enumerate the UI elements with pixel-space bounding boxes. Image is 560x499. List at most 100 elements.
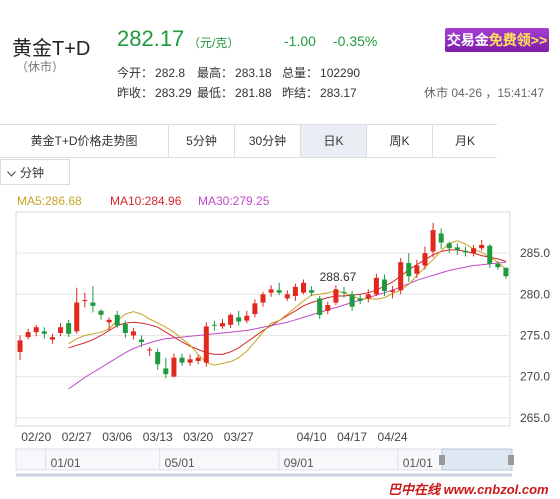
candle-body — [309, 290, 315, 293]
candle-body — [155, 351, 161, 365]
period-dropdown[interactable]: 分钟 — [0, 159, 70, 185]
candle-body — [365, 294, 371, 299]
y-tick-label: 265.0 — [520, 411, 550, 425]
stat-open: 今开： 282.8 — [117, 64, 185, 81]
y-tick-label: 275.0 — [520, 328, 550, 342]
candle-body — [130, 331, 136, 336]
candle-body — [446, 243, 452, 249]
tab-30min[interactable]: 30分钟 — [234, 125, 300, 157]
navigator-label: 05/01 — [165, 456, 195, 470]
x-tick-label: 03/27 — [224, 430, 254, 444]
stat-prev-settle: 昨结： 283.17 — [282, 84, 357, 101]
candle-body — [66, 323, 72, 334]
stat-value: 281.88 — [235, 86, 272, 100]
promo-text-left: 交易金 — [446, 32, 489, 48]
candle-body — [179, 357, 185, 363]
candle-body — [41, 331, 47, 334]
navigator-handle-left[interactable] — [439, 455, 445, 465]
moving-average-lines — [68, 240, 507, 390]
candle-body — [284, 294, 290, 299]
tab-price-chart[interactable]: 黄金T+D价格走势图 — [30, 134, 138, 148]
tab-monthly-k[interactable]: 月K — [432, 125, 497, 157]
candle-body — [430, 230, 436, 252]
candle-body — [317, 298, 323, 315]
candle-body — [495, 263, 501, 268]
max-price-label: 288.67 — [320, 270, 357, 284]
navigator-window[interactable] — [441, 448, 513, 471]
period-dropdown-label: 分钟 — [20, 166, 45, 180]
stat-prev-close: 昨收： 283.29 — [117, 84, 192, 101]
candle-body — [58, 327, 64, 333]
chart-tabs: 黄金T+D价格走势图 5分钟 30分钟 日K 周K 月K — [0, 124, 497, 158]
candle-body — [454, 247, 460, 250]
candle-body — [49, 337, 55, 340]
ma10-line — [68, 249, 507, 355]
price-change-percent: -0.35% — [333, 33, 378, 49]
candle-body — [74, 302, 80, 332]
stat-high: 最高： 283.18 — [197, 64, 272, 81]
candle-body — [333, 289, 339, 303]
tab-5min[interactable]: 5分钟 — [168, 125, 234, 157]
x-tick-label: 04/24 — [378, 430, 408, 444]
stat-label: 最高： — [197, 66, 234, 80]
price-unit: （元/克） — [188, 36, 240, 50]
navigator-label: 09/01 — [284, 456, 314, 470]
candle-body — [471, 248, 477, 254]
candle-body — [341, 291, 347, 293]
candle-body — [398, 262, 404, 291]
price-change: -1.00 — [284, 33, 316, 49]
candle-body — [373, 277, 379, 295]
ma5-line — [68, 240, 507, 366]
stat-label: 最低： — [197, 86, 234, 100]
promo-text-right: 免费领>> — [488, 32, 548, 48]
stat-low: 最低： 281.88 — [197, 84, 272, 101]
candle-body — [252, 303, 258, 315]
candle-body — [147, 349, 153, 351]
plot-frame — [15, 211, 511, 427]
x-axis-ticks: 02/20 02/27 03/06 03/13 03/20 03/27 04/10 04/17… — [21, 430, 408, 444]
candle-body — [195, 357, 201, 361]
candle-body — [219, 323, 226, 327]
candle-body — [244, 315, 250, 321]
navigator-handle-right[interactable] — [508, 455, 514, 465]
candle-body — [268, 289, 274, 293]
x-tick-label: 02/20 — [21, 430, 51, 444]
x-tick-label: 03/20 — [183, 430, 213, 444]
current-price: 282.17 — [117, 26, 185, 51]
candle-body — [276, 290, 282, 293]
promo-button[interactable]: 交易金免费领>> — [445, 28, 549, 52]
navigator-label: 01/01 — [403, 456, 433, 470]
stat-value: 283.29 — [155, 86, 192, 100]
candles — [17, 222, 509, 379]
ma5-legend: MA5:286.68 — [17, 194, 82, 208]
candle-body — [163, 368, 169, 375]
candle-body — [487, 245, 493, 264]
candle-body — [139, 339, 145, 343]
x-tick-label: 03/13 — [143, 430, 173, 444]
x-tick-label: 02/27 — [62, 430, 92, 444]
watermark: 巴中在线 www.cnbzol.com — [388, 482, 549, 497]
stat-value: 102290 — [320, 66, 361, 80]
navigator-label: 01/01 — [51, 456, 81, 470]
candle-body — [390, 290, 396, 292]
candle-body — [479, 244, 485, 249]
x-tick-label: 03/06 — [102, 430, 132, 444]
candle-body — [187, 359, 193, 363]
x-tick-label: 04/17 — [337, 430, 367, 444]
candle-body — [228, 314, 234, 325]
tab-daily-k[interactable]: 日K — [300, 125, 366, 157]
tab-weekly-k[interactable]: 周K — [366, 125, 432, 157]
market-status: （休市） — [16, 60, 65, 74]
candle-body — [17, 340, 23, 352]
chevron-down-icon — [7, 160, 16, 186]
y-tick-label: 285.0 — [520, 246, 550, 260]
stat-label: 昨结： — [282, 86, 319, 100]
candle-body — [82, 300, 88, 302]
candle-body — [357, 298, 363, 301]
range-navigator: 01/01 05/01 09/01 01/01 — [15, 448, 514, 477]
candle-body — [33, 327, 39, 333]
candle-body — [90, 302, 96, 306]
candle-body — [503, 267, 509, 277]
stat-value: 282.8 — [155, 66, 186, 80]
y-tick-label: 270.0 — [520, 370, 550, 384]
